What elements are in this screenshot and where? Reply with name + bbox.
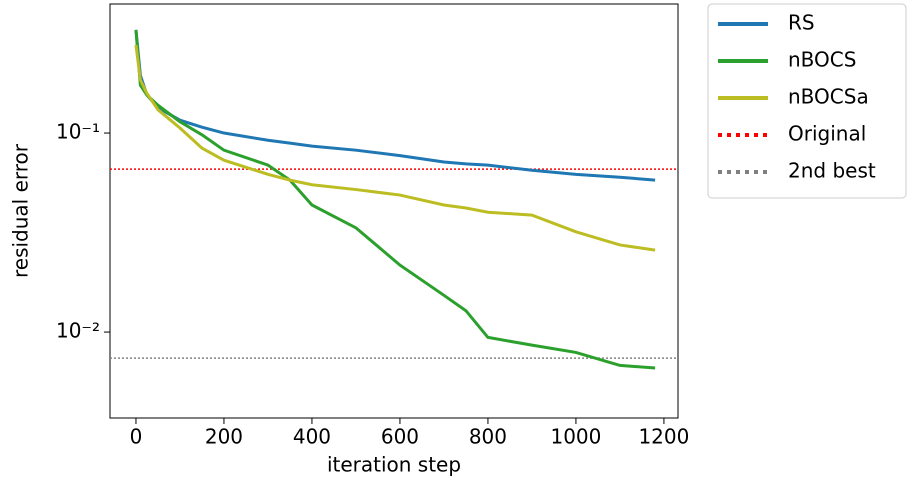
x-tick-label: 1200 [638, 425, 689, 449]
legend-label: Original [788, 122, 866, 146]
x-axis-label: iteration step [327, 453, 461, 477]
x-tick-label: 0 [130, 425, 143, 449]
legend-label: nBOCSa [788, 85, 869, 109]
y-tick-label: 10⁻² [56, 319, 100, 343]
y-tick-label: 10⁻¹ [56, 120, 100, 144]
legend-box [707, 3, 907, 199]
legend-label: RS [788, 11, 815, 35]
x-tick-label: 200 [205, 425, 243, 449]
series-line [134, 44, 656, 252]
y-axis-label: residual error [9, 143, 33, 278]
series-line [134, 29, 656, 370]
x-tick-label: 800 [469, 425, 507, 449]
series-line [134, 29, 656, 182]
legend-label: nBOCS [788, 48, 856, 72]
legend-label: 2nd best [788, 159, 876, 183]
x-tick-label: 1000 [550, 425, 601, 449]
x-tick-label: 400 [293, 425, 331, 449]
x-tick-label: 600 [381, 425, 419, 449]
plot-frame [109, 3, 679, 419]
